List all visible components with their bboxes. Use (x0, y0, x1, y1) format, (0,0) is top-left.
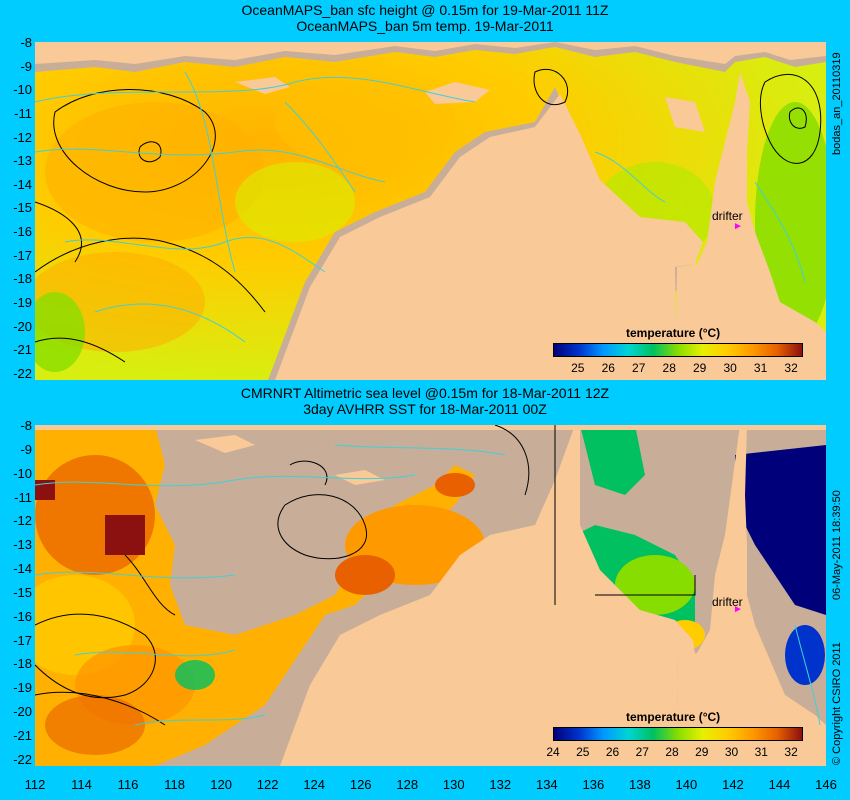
y-tick-label: -22 (13, 365, 32, 381)
y-tick-label: -17 (13, 247, 32, 263)
copyright-label: © Copyright CSIRO 2011 (831, 642, 843, 765)
bottom-drifter-label: drifter (712, 595, 743, 609)
top-title-line1: OceanMAPS_ban sfc height @ 0.15m for 19-… (241, 2, 609, 18)
y-tick-label: -21 (13, 728, 32, 743)
y-tick-label: -14 (13, 561, 32, 577)
colorbar-tick-label: 32 (784, 361, 798, 375)
x-tick-label: 136 (582, 777, 605, 792)
x-tick-label: 138 (629, 777, 651, 792)
y-tick-label: -10 (13, 82, 32, 98)
colorbar-tick-label: 30 (723, 361, 737, 375)
x-tick-label: 122 (256, 777, 279, 792)
x-tick-label: 116 (117, 777, 139, 792)
y-tick-label: -11 (14, 105, 32, 121)
y-tick-label: -20 (13, 704, 32, 720)
y-tick-label: -9 (20, 441, 32, 457)
y-tick-label: -16 (13, 608, 32, 624)
y-tick-label: -22 (13, 751, 32, 767)
x-tick-label: 144 (768, 777, 791, 792)
bottom-colorbar (553, 727, 803, 741)
top-side-label: bodas_an_20110319 (831, 52, 843, 155)
colorbar-tick-label: 30 (724, 745, 739, 759)
bottom-legend-title: temperature (°C) (626, 710, 721, 724)
colorbar-tick-label: 31 (753, 361, 768, 375)
x-tick-label: 126 (349, 777, 372, 792)
colorbar-tick-label: 25 (571, 361, 585, 375)
y-tick-label: -13 (13, 153, 32, 169)
y-tick-label: -21 (13, 342, 32, 358)
y-tick-label: -18 (13, 271, 32, 287)
y-tick-label: -19 (13, 295, 32, 310)
x-tick-label: 118 (164, 777, 185, 792)
colorbar-tick-label: 32 (784, 745, 798, 759)
bottom-map-graphic (35, 425, 826, 766)
x-tick-label: 128 (396, 777, 419, 792)
x-tick-label: 146 (815, 777, 837, 792)
bottom-drifter-marker-icon[interactable]: ► (733, 604, 743, 615)
colorbar-tick-label: 26 (601, 361, 615, 375)
top-drifter-marker-icon[interactable]: ► (733, 221, 743, 232)
y-tick-label: -13 (13, 537, 32, 553)
x-tick-label: 120 (210, 777, 232, 792)
y-tick-label: -17 (13, 632, 32, 648)
x-tick-label: 112 (24, 777, 46, 792)
bottom-side-label: 06-May-2011 18:39:50 (831, 490, 843, 600)
top-legend-title: temperature (°C) (626, 326, 721, 340)
x-tick-label: 114 (71, 777, 92, 792)
top-map-panel[interactable] (35, 42, 826, 380)
colorbar-tick-label: 25 (576, 745, 590, 759)
top-title-line2: OceanMAPS_ban 5m temp. 19-Mar-2011 (296, 18, 554, 34)
top-drifter-label: drifter (712, 209, 743, 223)
y-tick-label: -15 (13, 584, 32, 600)
bottom-title-line1: CMRNRT Altimetric sea level @0.15m for 1… (240, 385, 610, 401)
x-tick-label: 142 (722, 777, 744, 792)
y-tick-label: -14 (13, 176, 32, 192)
colorbar-tick-label: 28 (665, 745, 679, 759)
y-tick-label: -8 (20, 418, 32, 433)
y-tick-label: -10 (13, 465, 32, 481)
colorbar-tick-label: 27 (632, 361, 646, 375)
bottom-title-line2: 3day AVHRR SST for 18-Mar-2011 00Z (303, 401, 547, 417)
top-colorbar (553, 343, 803, 357)
colorbar-tick-label: 27 (635, 745, 649, 759)
y-tick-label: -12 (13, 129, 32, 145)
y-tick-label: -20 (13, 318, 32, 334)
colorbar-tick-label: 26 (605, 745, 620, 759)
colorbar-tick-label: 31 (754, 745, 768, 759)
y-tick-label: -11 (14, 489, 32, 505)
colorbar-tick-label: 29 (695, 745, 709, 759)
y-tick-label: -9 (20, 58, 32, 74)
y-tick-label: -19 (13, 680, 32, 696)
colorbar-tick-label: 29 (692, 361, 707, 375)
colorbar-tick-label: 28 (662, 361, 676, 375)
top-map-graphic (35, 42, 826, 380)
y-tick-label: -16 (13, 224, 32, 240)
bottom-map-panel[interactable] (35, 425, 826, 766)
colorbar-tick-label: 24 (546, 745, 560, 759)
y-tick-label: -12 (13, 513, 32, 529)
x-tick-label: 132 (489, 777, 512, 792)
x-tick-label: 130 (442, 777, 465, 792)
y-tick-label: -15 (13, 200, 32, 216)
x-tick-label: 134 (535, 777, 558, 792)
y-tick-label: -8 (20, 35, 32, 50)
x-tick-label: 140 (675, 777, 698, 792)
x-tick-label: 124 (303, 777, 326, 792)
y-tick-label: -18 (13, 656, 32, 672)
